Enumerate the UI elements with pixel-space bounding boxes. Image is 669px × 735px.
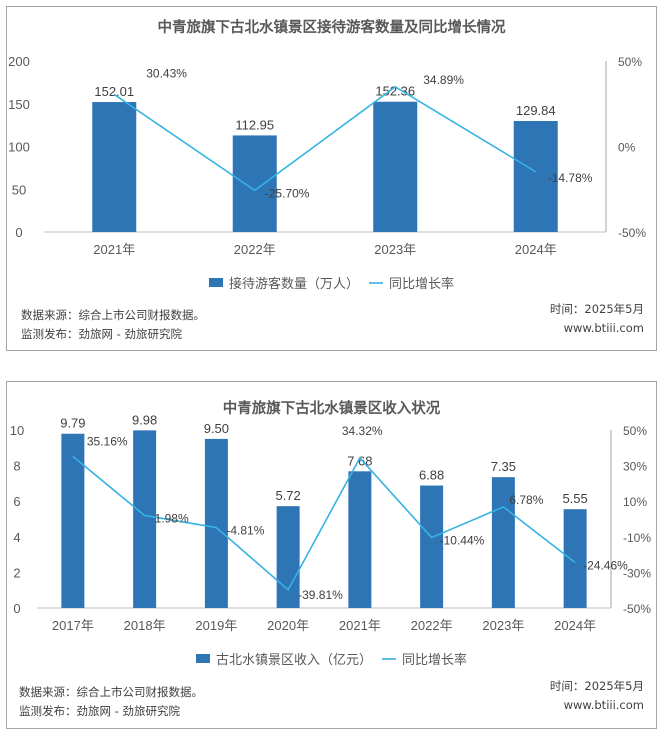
growth-rate-label: -4.81% <box>226 524 264 538</box>
x-axis-tick-label: 2022年 <box>234 242 276 257</box>
bar-value-label: 9.98 <box>132 412 157 427</box>
growth-rate-label: -24.46% <box>583 559 628 573</box>
footer-right: 时间：2025年5月 www.btiii.com <box>550 677 644 715</box>
bar <box>61 433 85 608</box>
growth-rate-label: 35.16% <box>87 434 128 448</box>
growth-rate-label: -25.70% <box>265 186 310 200</box>
left-axis-tick-label: 50 <box>12 182 26 197</box>
legend-bar-swatch <box>208 278 223 287</box>
website: www.btiii.com <box>563 321 644 335</box>
x-axis-tick-label: 2023年 <box>374 242 416 257</box>
bar <box>348 471 372 608</box>
bar <box>232 135 277 232</box>
left-axis-tick-label: 0 <box>15 225 22 240</box>
bar-value-label: 152.01 <box>94 84 134 99</box>
bar-value-label: 5.55 <box>562 491 587 506</box>
bar <box>563 509 587 608</box>
growth-rate-label: 34.32% <box>342 424 383 438</box>
chart-panel-visitors: 中青旅旗下古北水镇景区接待游客数量及同比增长情况 0 50 100 150 200 -50… <box>6 6 657 351</box>
growth-rate-line <box>113 85 537 192</box>
chart-legend: 接待游客数量（万人） 同比增长率 <box>7 273 656 292</box>
legend-line-swatch <box>369 281 383 284</box>
publisher: 监测发布：劲旅网 - 劲旅研究院 <box>21 327 182 341</box>
left-axis-tick-label: 10 <box>10 423 24 438</box>
right-axis-tick-label: 30% <box>623 460 647 474</box>
x-axis-tick-label: 2023年 <box>482 618 524 633</box>
bar-value-label: 6.88 <box>419 468 444 483</box>
growth-rate-label: 6.78% <box>509 493 543 507</box>
left-axis-tick-label: 0 <box>13 601 20 616</box>
bar-value-label: 5.72 <box>275 488 300 503</box>
x-axis-tick-label: 2024年 <box>554 618 596 633</box>
footer-left: 数据来源：综合上市公司财报数据。 监测发布：劲旅网 - 劲旅研究院 <box>19 683 203 721</box>
x-axis-tick-label: 2018年 <box>124 618 166 633</box>
x-axis-tick-label: 2024年 <box>515 242 557 257</box>
legend-line-label: 同比增长率 <box>402 653 468 668</box>
growth-rate-label: -14.78% <box>548 171 593 185</box>
growth-rate-label: 1.98% <box>155 511 189 525</box>
left-axis-tick-label: 100 <box>8 140 30 155</box>
bar <box>204 438 228 608</box>
x-axis-tick-label: 2017年 <box>52 618 94 633</box>
bar-value-label: 9.79 <box>60 416 85 431</box>
right-axis-tick-label: 50% <box>618 55 642 69</box>
bar-value-label: 9.50 <box>204 421 229 436</box>
publish-date: 时间：2025年5月 <box>549 302 644 316</box>
growth-rate-label: -39.81% <box>298 588 343 602</box>
growth-rate-label: 34.89% <box>423 73 464 87</box>
chart-title: 中青旅旗下古北水镇景区收入状况 <box>222 401 441 417</box>
x-axis-tick-label: 2020年 <box>267 618 309 633</box>
legend-line-label: 同比增长率 <box>389 277 455 292</box>
publish-date: 时间：2025年5月 <box>549 679 644 693</box>
right-axis-tick-label: 0% <box>618 141 636 155</box>
bar-value-label: 7.68 <box>347 453 372 468</box>
website: www.btiii.com <box>563 698 644 712</box>
chart-legend: 古北水镇景区收入（亿元） 同比增长率 <box>7 649 656 668</box>
right-axis-tick-label: 10% <box>623 495 647 509</box>
x-axis-tick-label: 2022年 <box>411 618 453 633</box>
bar <box>420 485 444 608</box>
right-axis-tick-label: -10% <box>623 531 651 545</box>
bar-value-label: 112.95 <box>235 117 274 132</box>
right-axis-tick-label: -50% <box>623 602 651 616</box>
legend-bar-swatch <box>195 654 210 663</box>
bar <box>276 506 300 608</box>
data-source: 数据来源：综合上市公司财报数据。 <box>19 685 203 699</box>
bar <box>513 120 558 232</box>
left-axis-tick-label: 6 <box>13 494 20 509</box>
growth-rate-label: -10.44% <box>440 534 485 548</box>
right-axis-tick-label: 50% <box>623 424 647 438</box>
left-axis-tick-label: 200 <box>8 54 30 69</box>
legend-bar-label: 古北水镇景区收入（亿元） <box>215 653 372 668</box>
bar-value-label: 129.84 <box>516 103 556 118</box>
right-axis-tick-label: -50% <box>618 226 646 240</box>
x-axis-tick-label: 2021年 <box>93 242 135 257</box>
x-axis-tick-label: 2019年 <box>195 618 237 633</box>
revenue-chart: 0 2 4 6 8 10 -50% -30% -10% 10% 30% 50% 9.79 9.98 9.50… <box>10 412 652 633</box>
publisher: 监测发布：劲旅网 - 劲旅研究院 <box>19 704 180 718</box>
footer-right: 时间：2025年5月 www.btiii.com <box>550 300 644 338</box>
bar <box>133 430 157 608</box>
growth-rate-label: 30.43% <box>146 66 187 80</box>
right-axis-tick-label: -30% <box>623 566 651 580</box>
left-axis-tick-label: 150 <box>8 97 30 112</box>
left-axis-tick-label: 4 <box>13 530 20 545</box>
bar-value-label: 7.35 <box>491 459 516 474</box>
visitors-chart: 050100150200-50%0%50%152.01112.95152.361… <box>8 54 646 257</box>
chart-panel-revenue: 中青旅旗下古北水镇景区收入状况 0 2 4 6 8 10 -50% -30% -10% 10% 30… <box>6 381 657 729</box>
chart-title: 中青旅旗下古北水镇景区接待游客数量及同比增长情况 <box>157 20 506 36</box>
legend-bar-label: 接待游客数量（万人） <box>228 277 359 292</box>
left-axis-tick-label: 8 <box>13 459 20 474</box>
x-axis-tick-label: 2021年 <box>339 618 381 633</box>
footer-left: 数据来源：综合上市公司财报数据。 监测发布：劲旅网 - 劲旅研究院 <box>21 306 205 344</box>
legend-line-swatch <box>382 657 396 660</box>
growth-rate-line <box>72 455 576 592</box>
bar <box>92 102 137 232</box>
data-source: 数据来源：综合上市公司财报数据。 <box>21 308 205 322</box>
left-axis-tick-label: 2 <box>13 565 20 580</box>
bar <box>373 101 418 232</box>
